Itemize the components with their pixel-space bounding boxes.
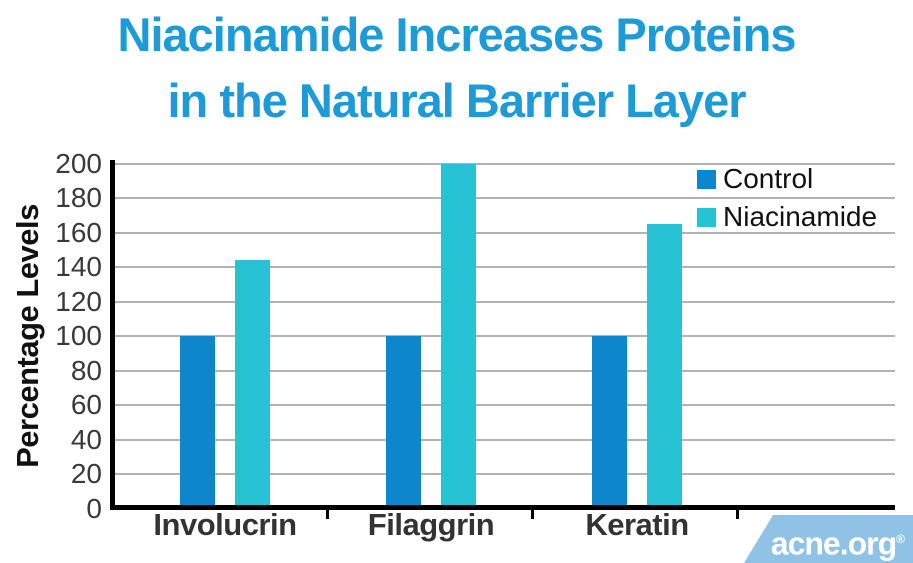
x-axis-tick-3: [736, 505, 739, 519]
bar-niacinamide-involucrin: [235, 260, 270, 505]
gridline-140: [113, 266, 895, 269]
x-axis-line: [110, 505, 895, 510]
legend-label-control: Control: [723, 163, 814, 194]
y-tick-label-200: 200: [55, 148, 102, 179]
gridline-20: [113, 473, 895, 476]
y-tick-label-40: 40: [70, 423, 102, 455]
acne-org-logo-text: acne.org: [770, 525, 897, 562]
bar-control-keratin: [592, 336, 627, 505]
acne-org-badge: acne.org®: [744, 515, 913, 563]
y-tick-label-180: 180: [55, 182, 102, 214]
y-tick-label-60: 60: [70, 389, 102, 421]
plot-area: [113, 163, 895, 505]
category-label-involucrin: Involucrin: [153, 507, 297, 542]
gridline-40: [113, 438, 895, 441]
legend-swatch-niacinamide: [697, 207, 716, 227]
x-axis-tick-2: [531, 505, 534, 519]
bar-niacinamide-keratin: [647, 224, 682, 505]
gridline-180: [113, 197, 895, 200]
legend-item-control: Control: [697, 160, 877, 198]
legend: Control Niacinamide: [697, 160, 877, 236]
y-axis-line: [110, 160, 115, 510]
registered-trademark-icon: ®: [896, 532, 905, 546]
bar-control-filaggrin: [386, 336, 421, 505]
gridline-200: [113, 163, 895, 165]
gridline-100: [113, 335, 895, 338]
y-tick-label-0: 0: [86, 492, 102, 524]
chart-title-line1: Niacinamide Increases Proteins: [117, 8, 797, 61]
y-tick-label-100: 100: [55, 320, 102, 352]
y-tick-label-160: 160: [55, 216, 102, 248]
gridline-160: [113, 231, 895, 234]
y-tick-label-20: 20: [70, 458, 102, 490]
bar-control-involucrin: [180, 336, 215, 505]
category-label-filaggrin: Filaggrin: [367, 507, 495, 542]
legend-label-niacinamide: Niacinamide: [723, 201, 878, 232]
chart-title-line2: in the Natural Barrier Layer: [167, 74, 747, 127]
gridline-80: [113, 369, 895, 372]
gridline-60: [113, 404, 895, 407]
gridline-120: [113, 300, 895, 303]
legend-item-niacinamide: Niacinamide: [697, 198, 877, 236]
legend-swatch-control: [697, 169, 716, 189]
bar-niacinamide-filaggrin: [441, 164, 476, 505]
y-tick-label-80: 80: [70, 354, 102, 386]
y-tick-label-120: 120: [55, 285, 102, 317]
x-axis-tick-1: [326, 505, 329, 519]
y-tick-label-140: 140: [55, 251, 102, 283]
chart-title: Niacinamide Increases Proteins in the Na…: [0, 2, 913, 134]
category-label-keratin: Keratin: [585, 507, 689, 542]
